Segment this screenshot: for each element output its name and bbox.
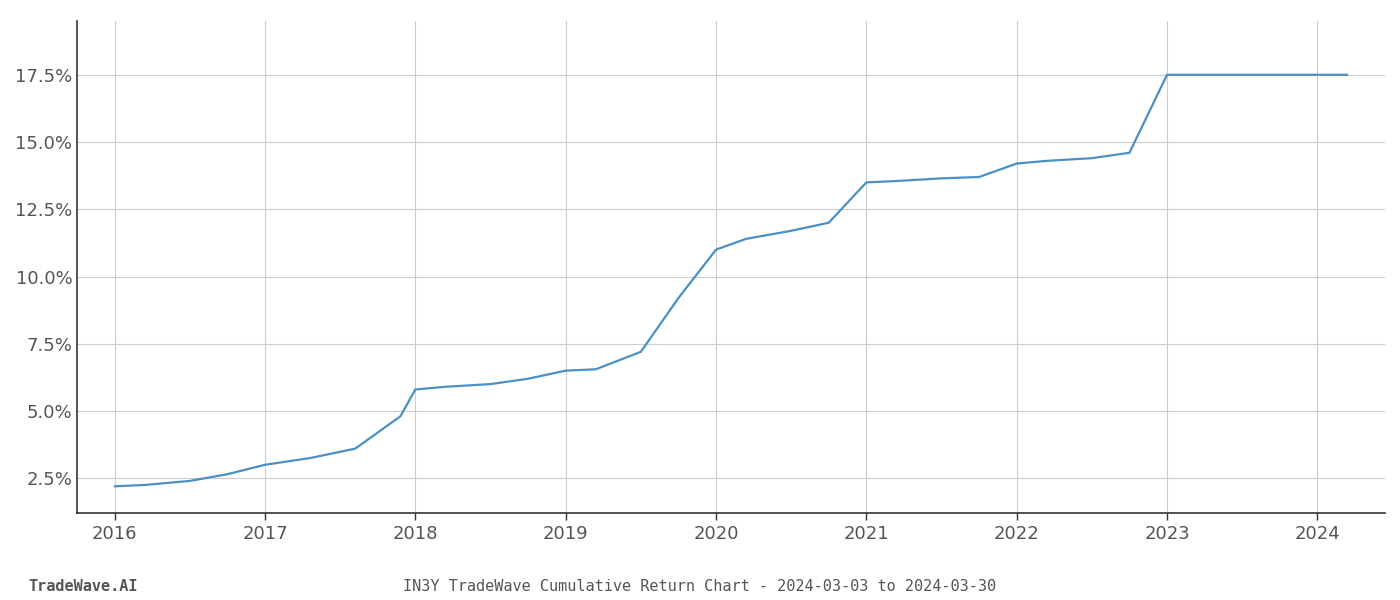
Text: IN3Y TradeWave Cumulative Return Chart - 2024-03-03 to 2024-03-30: IN3Y TradeWave Cumulative Return Chart -…	[403, 579, 997, 594]
Text: TradeWave.AI: TradeWave.AI	[28, 579, 137, 594]
